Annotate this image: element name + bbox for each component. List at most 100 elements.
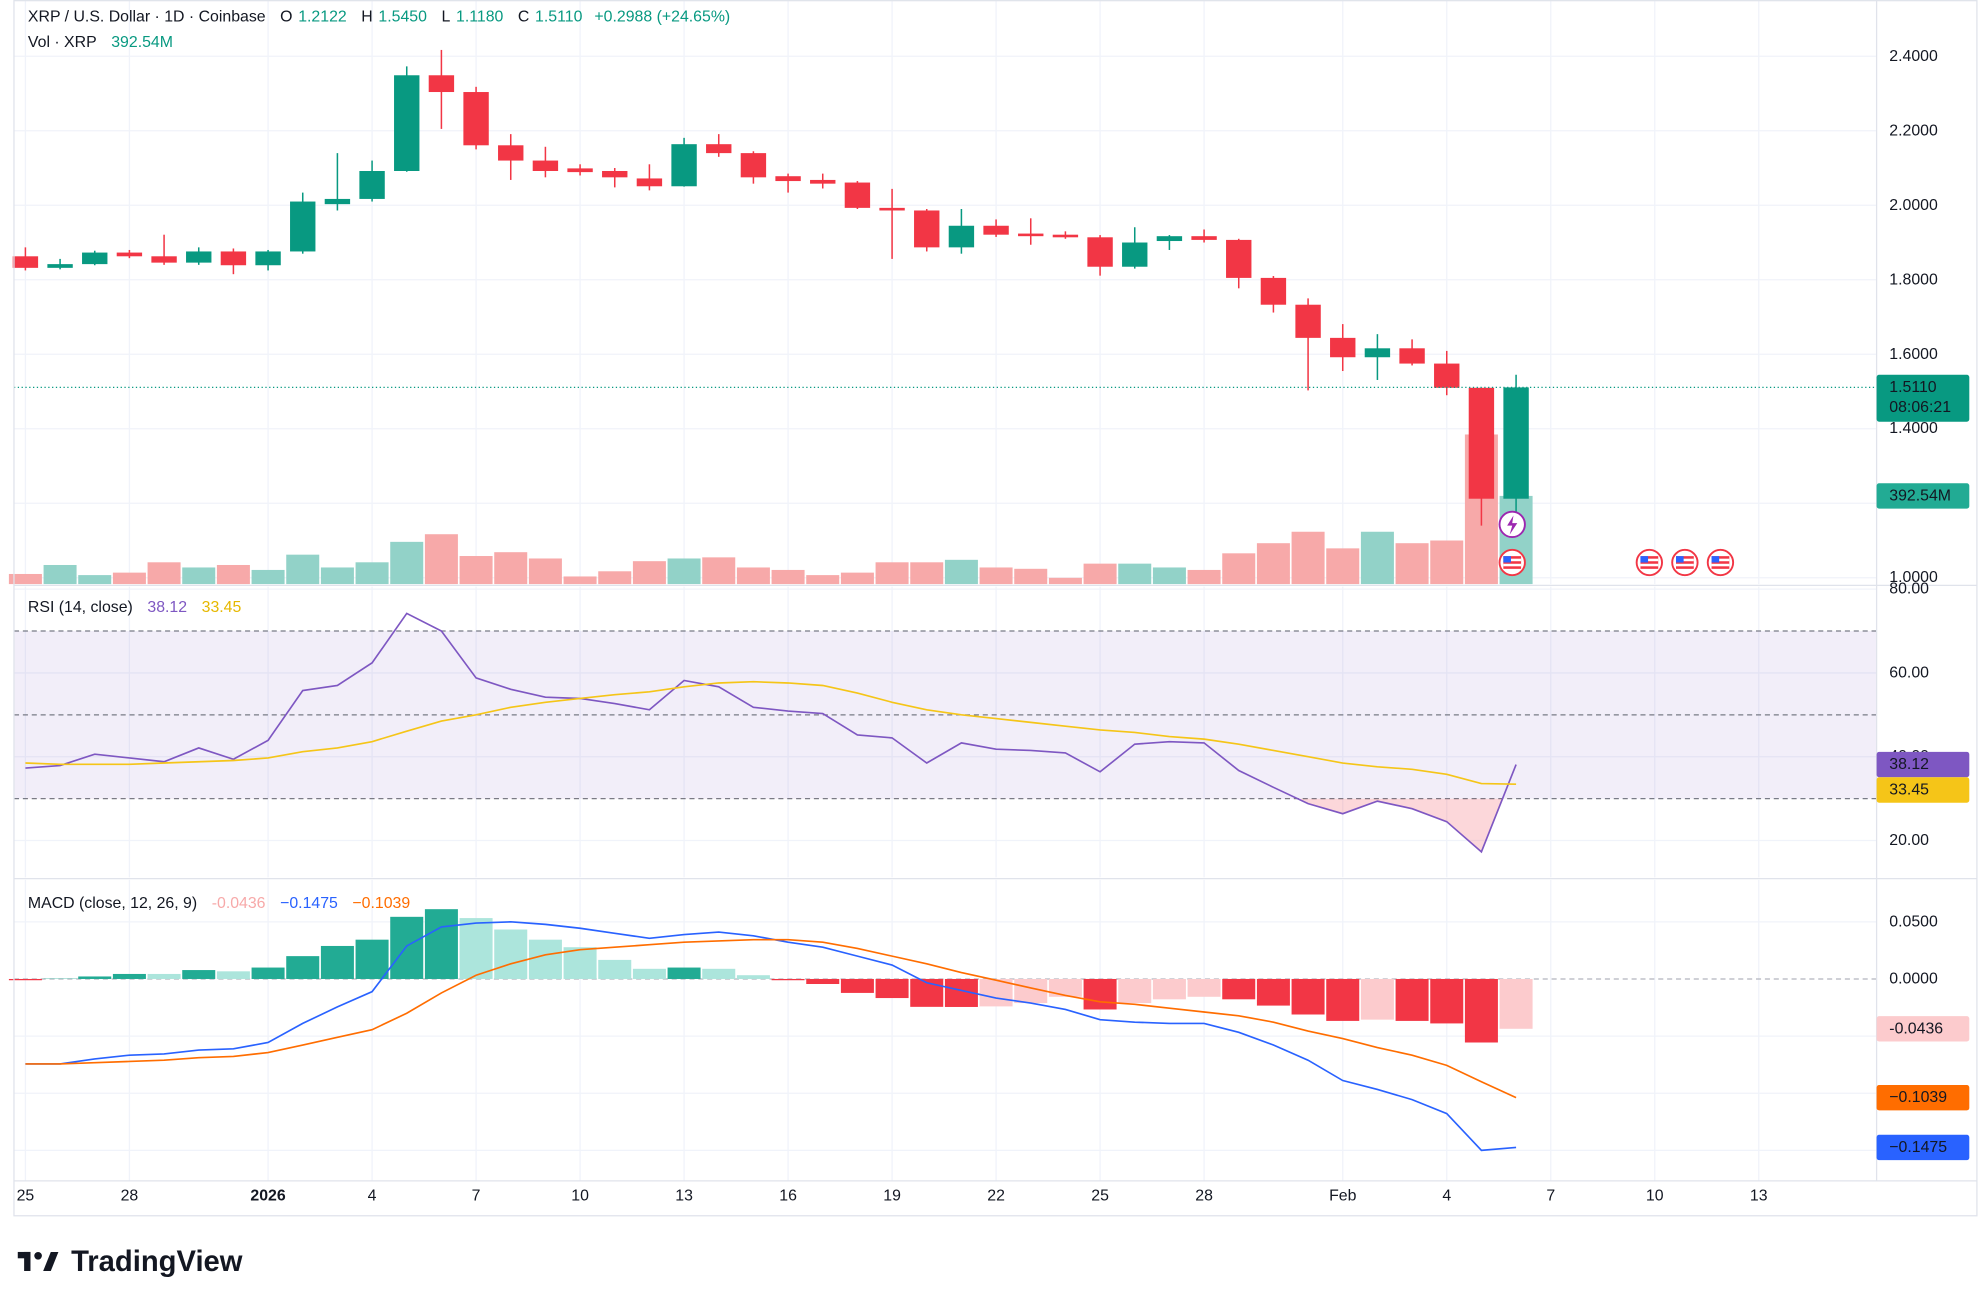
- volume-bar: [1048, 577, 1082, 585]
- us-event-icon[interactable]: [1706, 548, 1735, 577]
- flag-stripe: [1711, 558, 1730, 562]
- histogram-bar: [875, 978, 909, 999]
- logo-part: [43, 1251, 59, 1271]
- value-label: −0.1475: [1889, 1139, 1947, 1156]
- volume-bar: [1187, 569, 1221, 585]
- candle-body: [532, 160, 559, 171]
- volume-label: 392.54M: [1889, 487, 1951, 504]
- candle-body: [1087, 237, 1113, 267]
- x-tick-label: 25: [17, 1188, 35, 1205]
- histogram-bar: [1048, 978, 1082, 997]
- volume-bar: [1430, 540, 1464, 585]
- volume-bar: [147, 562, 181, 585]
- x-tick-label: Feb: [1329, 1188, 1357, 1205]
- candle-body: [1468, 387, 1495, 499]
- candle-body: [186, 251, 212, 263]
- brand-name: TradingView: [71, 1246, 243, 1278]
- rsi-line: [25, 680, 1517, 785]
- volume-bar: [355, 562, 389, 585]
- us-event-icon[interactable]: [1635, 548, 1663, 577]
- volume-bar: [1083, 563, 1117, 585]
- candle-body: [324, 198, 351, 205]
- y-tick-label: 80.00: [1889, 581, 1929, 598]
- histogram-bar: [598, 959, 632, 979]
- candle-body: [47, 264, 73, 268]
- histogram-bar: [632, 968, 666, 979]
- volume-value: 392.54M: [111, 33, 173, 50]
- logo-part: [34, 1251, 42, 1260]
- axes: 25 28 2026 4 7 10 13 16 19 22 25 28 Feb 4 7 10 13 1.0000 1…: [17, 48, 1970, 1205]
- x-tick-label: 25: [1091, 1188, 1109, 1205]
- histogram-bar: [1360, 978, 1394, 1020]
- volume-bar: [667, 558, 701, 585]
- macd-legend: MACD (close, 12, 26, 9) -0.0436 −0.1475 …: [28, 894, 410, 911]
- histogram-bar: [1083, 978, 1117, 1010]
- value-label: -0.0436: [1889, 1020, 1943, 1037]
- volume-bar: [424, 534, 458, 585]
- x-tick-label: 4: [1442, 1188, 1451, 1205]
- x-tick-label: 7: [472, 1188, 481, 1205]
- rsi-line: [25, 612, 1517, 854]
- ohlc-label: H: [361, 8, 372, 25]
- flag-stripe: [1711, 563, 1730, 567]
- histogram-bar: [1499, 978, 1533, 1029]
- y-tick-label: 1.0000: [1889, 569, 1938, 586]
- candle-body: [82, 252, 108, 265]
- volume-bar: [944, 559, 978, 585]
- logo-part: [24, 1251, 31, 1271]
- x-tick-label: 10: [1646, 1188, 1664, 1205]
- candle-body: [740, 153, 767, 178]
- candle-body: [1330, 337, 1356, 358]
- us-event-icon[interactable]: [1498, 548, 1526, 577]
- countdown-label: 08:06:21: [1889, 399, 1951, 416]
- histogram-bar: [182, 970, 216, 979]
- price-label: 1.5110: [1889, 379, 1937, 396]
- candle-body: [463, 92, 489, 146]
- flag-stripe: [1503, 558, 1522, 562]
- candle-body: [636, 178, 663, 187]
- x-tick-label: 13: [1750, 1188, 1768, 1205]
- volume-bar: [494, 552, 528, 585]
- macd-title: MACD (close, 12, 26, 9): [28, 894, 197, 911]
- histogram-bar: [771, 978, 805, 981]
- histogram-bar: [1395, 978, 1429, 1021]
- candle-body: [428, 75, 455, 93]
- x-tick-label: 22: [987, 1188, 1005, 1205]
- candle-body: [983, 225, 1009, 235]
- volume-bar: [43, 564, 77, 585]
- candle-body: [255, 251, 281, 266]
- price-label-box: [1876, 374, 1970, 422]
- candle-body: [12, 256, 39, 268]
- brand: TradingView: [17, 1246, 243, 1278]
- x-tick-label: 7: [1546, 1188, 1555, 1205]
- histogram-bar: [1152, 978, 1186, 1000]
- value-label-box: [1876, 777, 1970, 803]
- histogram-bar: [563, 947, 597, 979]
- candle-body: [359, 170, 385, 199]
- candle-body: [775, 176, 801, 182]
- volume-bar: [875, 562, 909, 585]
- volume-bar: [1291, 531, 1325, 585]
- candle-body: [290, 201, 316, 252]
- flag-canton: [1676, 556, 1684, 563]
- volume-bar: [390, 541, 424, 585]
- volume-bar: [736, 567, 770, 585]
- volume-bar: [112, 572, 146, 585]
- value-label: 38.12: [1889, 756, 1929, 773]
- volume-bar: [702, 557, 736, 585]
- us-event-icon[interactable]: [1671, 548, 1699, 577]
- candle-body: [1364, 348, 1391, 358]
- candle-body: [706, 144, 732, 154]
- y-tick-label: 1.4000: [1889, 420, 1938, 437]
- flag-stripe: [1676, 558, 1694, 562]
- histogram-bar: [355, 939, 389, 979]
- candle-body: [1052, 234, 1079, 238]
- volume-bar: [563, 576, 597, 585]
- flag-canton: [1711, 556, 1720, 563]
- legends: XRP / U.S. Dollar · 1D · Coinbase O 1.21…: [28, 8, 730, 911]
- candle-body: [498, 145, 524, 161]
- candle-body: [1226, 239, 1252, 278]
- ohlc-label: O: [280, 8, 292, 25]
